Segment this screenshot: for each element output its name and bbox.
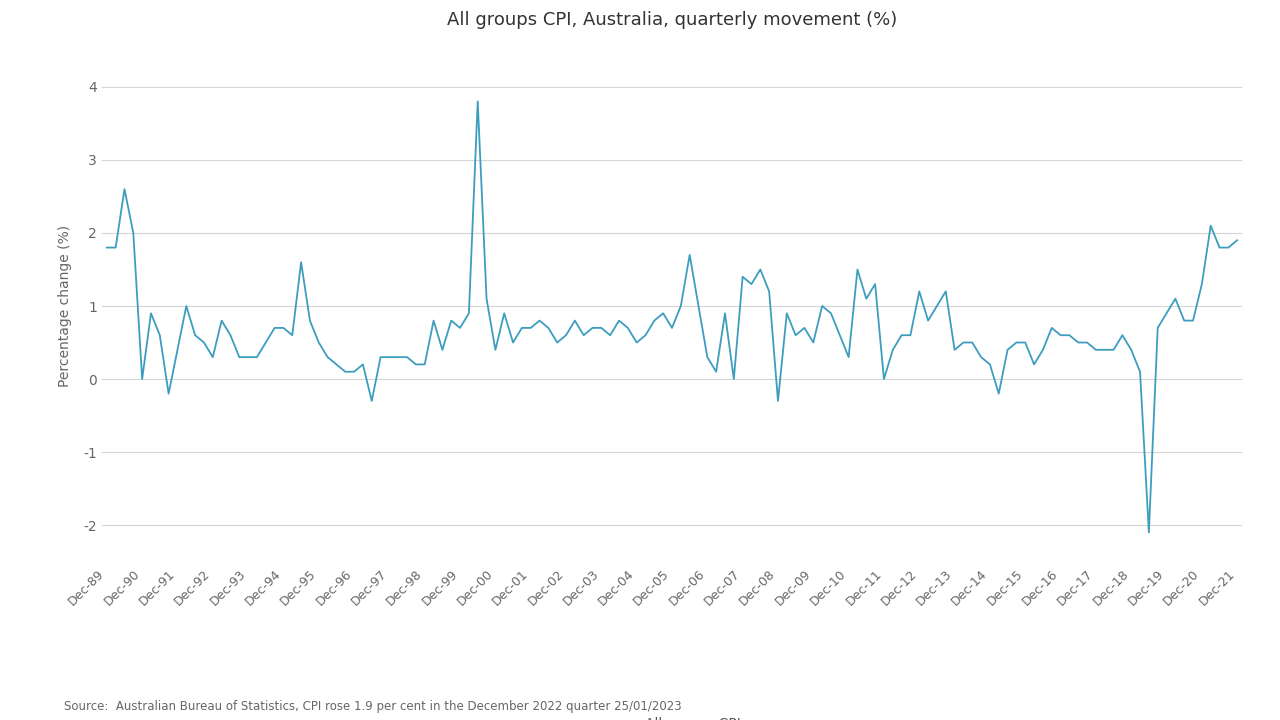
Title: All groups CPI, Australia, quarterly movement (%): All groups CPI, Australia, quarterly mov… <box>447 12 897 30</box>
Text: Source:  Australian Bureau of Statistics, CPI rose 1.9 per cent in the December : Source: Australian Bureau of Statistics,… <box>64 700 682 713</box>
Legend: All groups CPI: All groups CPI <box>598 711 746 720</box>
Y-axis label: Percentage change (%): Percentage change (%) <box>58 225 72 387</box>
